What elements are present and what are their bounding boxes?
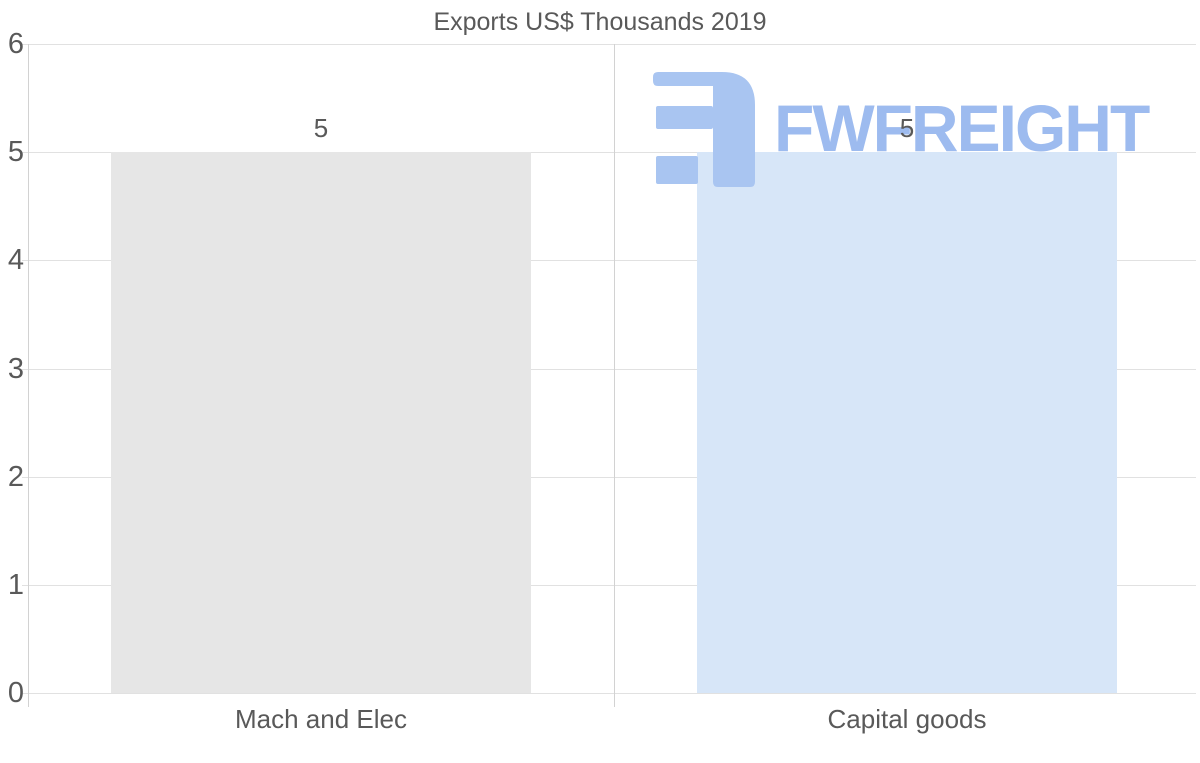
chart-title: Exports US$ Thousands 2019 <box>433 8 767 36</box>
y-tick-label: 3 <box>7 352 24 385</box>
bar-mach-and-elec <box>110 152 532 693</box>
y-tick-label: 6 <box>7 28 24 60</box>
fwfreight-logo-icon <box>653 72 755 187</box>
y-gridline <box>22 260 1196 262</box>
bar-capital-goods <box>696 152 1118 693</box>
watermark-brand-text: FWFREIGHT <box>774 91 1150 165</box>
y-tick-label: 5 <box>7 136 24 169</box>
x-category-label: Capital goods <box>827 704 987 734</box>
bar-value-label: 5 <box>313 113 329 144</box>
y-tick-label: 2 <box>7 460 24 493</box>
y-gridline <box>22 584 1196 586</box>
y-tick-label: 0 <box>7 677 24 709</box>
y-tick-label: 4 <box>7 244 24 277</box>
y-gridline <box>22 476 1196 478</box>
x-gridline <box>28 44 29 707</box>
y-gridline <box>22 693 1196 694</box>
y-gridline <box>22 368 1196 370</box>
bar-value-label: 5 <box>899 113 915 144</box>
x-gridline <box>614 44 615 707</box>
y-tick-label: 1 <box>7 568 24 601</box>
y-gridline <box>22 44 1196 45</box>
x-category-label: Mach and Elec <box>235 704 407 734</box>
y-gridline <box>22 152 1196 154</box>
watermark: FWFREIGHT <box>648 72 1168 197</box>
